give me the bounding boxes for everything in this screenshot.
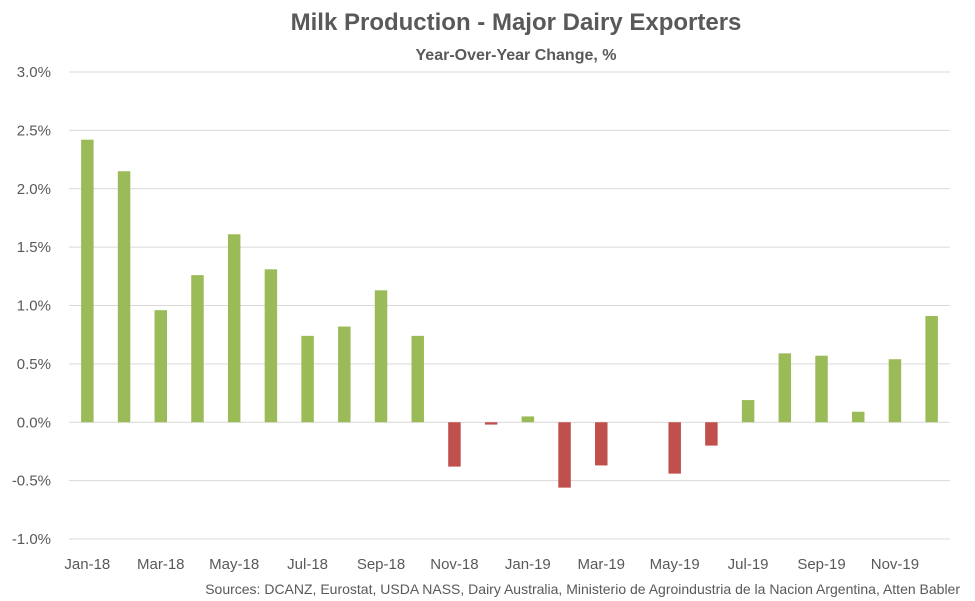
- bar-jul-18: [301, 335, 314, 423]
- x-tick-label: Mar-19: [578, 556, 626, 573]
- bar-may-18: [227, 234, 241, 423]
- x-tick-label: Sep-18: [357, 556, 405, 573]
- bar-jun-19: [705, 422, 718, 446]
- x-tick-label: Jan-19: [505, 556, 551, 573]
- bar-oct-19: [851, 411, 865, 423]
- bar-sep-19: [815, 355, 828, 423]
- x-tick-label: May-18: [209, 556, 259, 573]
- bar-aug-18: [338, 326, 351, 423]
- bar-jun-18: [264, 269, 278, 423]
- bar-aug-19: [778, 353, 792, 423]
- y-tick-label: 1.0%: [17, 298, 51, 315]
- bar-feb-19: [558, 422, 571, 488]
- bar-nov-18: [448, 422, 461, 467]
- x-tick-label: Jul-19: [728, 556, 769, 573]
- y-tick-label: 1.5%: [17, 239, 51, 256]
- bar-nov-19: [888, 359, 902, 423]
- gridlines: [69, 71, 950, 540]
- y-tick-label: -0.5%: [12, 473, 51, 490]
- bar-jan-18: [81, 139, 94, 423]
- bar-may-19: [668, 422, 681, 474]
- bar-oct-18: [411, 335, 424, 423]
- y-tick-label: 0.0%: [17, 414, 51, 431]
- x-tick-label: Mar-18: [137, 556, 185, 573]
- y-tick-label: 3.0%: [17, 64, 51, 81]
- bar-sep-18: [374, 290, 388, 423]
- bar-dec-19: [925, 316, 938, 423]
- x-tick-label: May-19: [650, 556, 700, 573]
- bar-feb-18: [117, 171, 131, 423]
- bar-apr-18: [191, 275, 204, 423]
- y-tick-label: 2.0%: [17, 181, 51, 198]
- x-tick-label: Sep-19: [797, 556, 845, 573]
- bar-dec-18: [484, 422, 498, 425]
- bar-mar-18: [154, 310, 168, 423]
- bar-jul-19: [741, 400, 755, 423]
- bar-mar-19: [595, 422, 608, 466]
- chart-subtitle: Year-Over-Year Change, %: [416, 47, 617, 64]
- bars: [81, 139, 938, 488]
- x-tick-label: Jul-18: [287, 556, 328, 573]
- x-axis-ticks: Jan-18 Mar-18 May-18 Jul-18 Sep-18 Nov-18 Jan-…: [64, 556, 919, 573]
- bar-jan-19: [521, 416, 535, 423]
- x-tick-label: Jan-18: [64, 556, 110, 573]
- chart-title: Milk Production - Major Dairy Exporters: [291, 9, 742, 36]
- source-note: Sources: DCANZ, Eurostat, USDA NASS, Dai…: [205, 581, 960, 597]
- y-tick-label: 0.5%: [17, 356, 51, 373]
- y-tick-label: -1.0%: [12, 531, 51, 548]
- x-tick-label: Nov-18: [430, 556, 478, 573]
- x-tick-label: Nov-19: [871, 556, 919, 573]
- y-tick-label: 2.5%: [17, 122, 51, 139]
- y-axis-ticks: 3.0% 2.5% 2.0% 1.5% 1.0% 0.5% 0.0% -0.5% -1.0%: [12, 64, 51, 548]
